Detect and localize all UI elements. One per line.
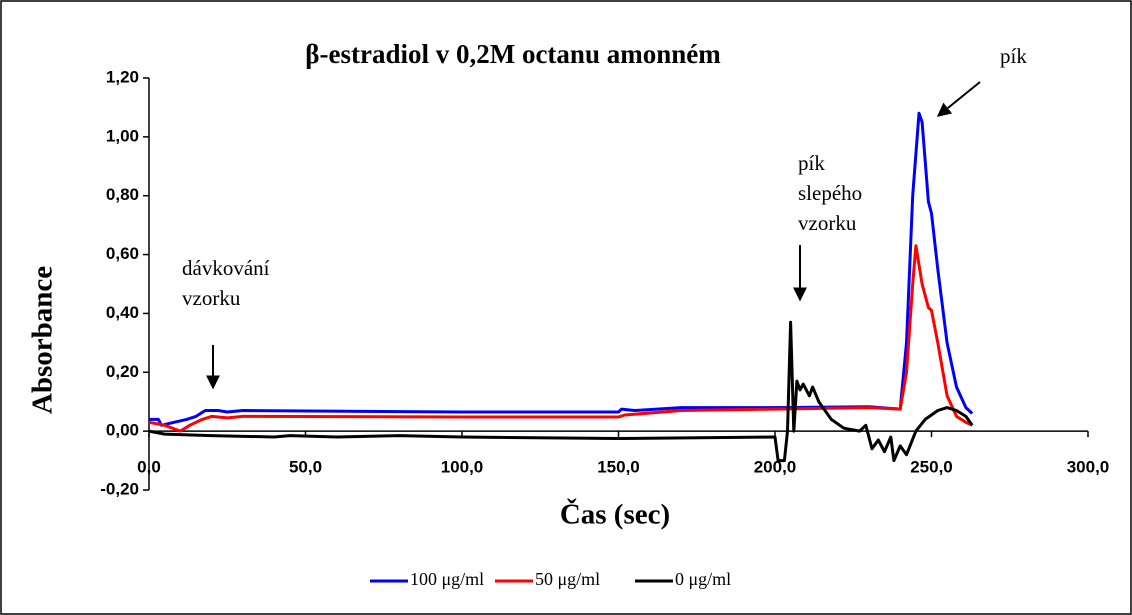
y-tick-label: 0,80 [106, 185, 139, 204]
y-axis-label: Absorbance [27, 266, 59, 414]
y-tick-label: 0,20 [106, 362, 139, 381]
x-tick-label: 300,0 [1067, 458, 1110, 477]
chart-title: β-estradiol v 0,2M octanu amonném [305, 39, 721, 69]
x-tick-label: 0,0 [137, 458, 161, 477]
y-tick-label: 1,00 [106, 126, 139, 145]
x-tick-label: 200,0 [754, 458, 797, 477]
annotation: pík [1000, 44, 1027, 68]
x-tick-label: 250,0 [910, 458, 953, 477]
y-tick-label: 0,00 [106, 421, 139, 440]
x-tick-label: 150,0 [597, 458, 640, 477]
arrow [936, 81, 981, 117]
y-tick-label: 0,60 [106, 244, 139, 263]
data-line [148, 320, 974, 463]
legend-label: 100 μg/ml [410, 569, 484, 589]
annotation: vzorku [798, 211, 857, 235]
y-tick-label: -0,20 [100, 479, 139, 498]
x-tick-label: 50,0 [289, 458, 322, 477]
x-axis-label: Čas (sec) [560, 498, 670, 531]
annotation: vzorku [182, 286, 241, 310]
annotation: pík [798, 151, 825, 175]
x-tick-label: 100,0 [441, 458, 484, 477]
legend-label: 0 μg/ml [675, 569, 731, 589]
data-line [149, 111, 974, 427]
annotation: dávkování [182, 256, 270, 280]
annotation: slepého [798, 181, 862, 205]
y-tick-label: 0,40 [106, 303, 139, 322]
y-tick-label: 1,20 [106, 67, 139, 86]
legend-label: 50 μg/ml [535, 569, 600, 589]
